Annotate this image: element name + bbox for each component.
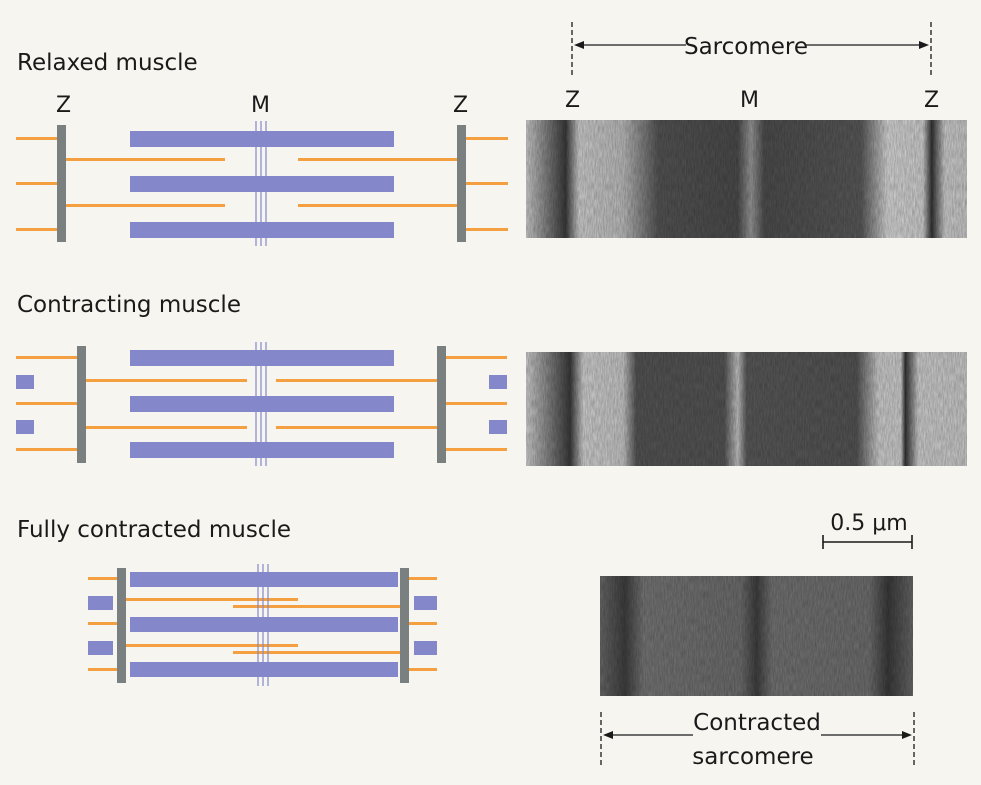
thin-filament — [276, 426, 439, 429]
thick-filament — [16, 375, 34, 389]
thin-filament — [122, 644, 298, 647]
z-line-label-right: Z — [453, 93, 468, 118]
thin-filament — [82, 426, 247, 429]
z-disc — [437, 346, 446, 463]
m-line — [257, 564, 269, 686]
contracted-sarcomere-dimension — [600, 712, 915, 765]
thick-filament — [16, 420, 34, 434]
thin-filament — [462, 137, 508, 140]
thick-filament — [130, 131, 394, 147]
thick-filament — [414, 641, 437, 655]
thin-filament — [276, 379, 439, 382]
z-disc — [457, 125, 466, 242]
micrograph-z-label-left: Z — [565, 88, 580, 113]
thin-filament — [16, 182, 62, 185]
thin-filament — [88, 622, 122, 625]
thick-filament — [88, 641, 113, 655]
thick-filament — [130, 442, 394, 458]
z-disc — [400, 568, 409, 683]
thin-filament — [16, 228, 62, 231]
sarcomere-label: Sarcomere — [684, 34, 808, 60]
thin-filament — [298, 158, 462, 161]
z-disc — [77, 346, 86, 463]
sarcomere-dimension — [571, 22, 932, 76]
thick-filament — [130, 176, 394, 192]
thin-filament — [122, 598, 298, 601]
thin-filament — [16, 402, 78, 405]
thin-filament — [462, 182, 508, 185]
contracting-schematic — [16, 342, 507, 466]
thin-filament — [405, 668, 437, 671]
thin-filament — [443, 356, 507, 359]
thick-filament — [88, 596, 113, 610]
contracted-sarcomere-label-line2: sarcomere — [692, 744, 813, 770]
thin-filament — [62, 204, 225, 207]
thick-filament — [130, 572, 398, 587]
panel-title-contracting: Contracting muscle — [17, 292, 241, 318]
micrograph-fully-contracted — [600, 576, 913, 696]
thick-filament — [130, 617, 398, 632]
m-line-label: M — [251, 93, 270, 118]
micrograph-m-label: M — [740, 88, 759, 113]
micrograph-contracting — [526, 352, 967, 466]
scale-bar-label: 0.5 μm — [830, 511, 907, 536]
relaxed-schematic — [16, 121, 508, 246]
m-line — [255, 342, 267, 466]
z-disc — [57, 125, 66, 242]
thin-filament — [233, 605, 401, 608]
thin-filament — [405, 622, 437, 625]
thin-filament — [298, 204, 462, 207]
thin-filament — [16, 448, 78, 451]
z-disc — [117, 568, 126, 683]
scale-bar — [822, 535, 913, 549]
thick-filament — [130, 222, 394, 238]
thin-filament — [405, 577, 437, 580]
thick-filament — [130, 396, 394, 412]
thick-filament — [489, 375, 507, 389]
thick-filament — [489, 420, 507, 434]
z-line-label-left: Z — [56, 93, 71, 118]
thick-filament — [130, 662, 398, 677]
fully-contracted-schematic — [88, 564, 437, 686]
contracted-sarcomere-label-line1: Contracted — [693, 710, 821, 736]
m-line — [255, 121, 267, 246]
thick-filament — [130, 350, 394, 366]
thin-filament — [16, 356, 78, 359]
thin-filament — [88, 668, 122, 671]
panel-title-fully-contracted: Fully contracted muscle — [17, 517, 291, 543]
micrograph-relaxed — [526, 120, 967, 238]
thin-filament — [443, 402, 507, 405]
thick-filament — [414, 596, 437, 610]
micrograph-z-label-right: Z — [924, 88, 939, 113]
thin-filament — [443, 448, 507, 451]
thin-filament — [82, 379, 247, 382]
thin-filament — [16, 137, 62, 140]
thin-filament — [62, 158, 225, 161]
thin-filament — [233, 651, 401, 654]
panel-title-relaxed: Relaxed muscle — [17, 50, 198, 76]
thin-filament — [88, 577, 122, 580]
thin-filament — [462, 228, 508, 231]
